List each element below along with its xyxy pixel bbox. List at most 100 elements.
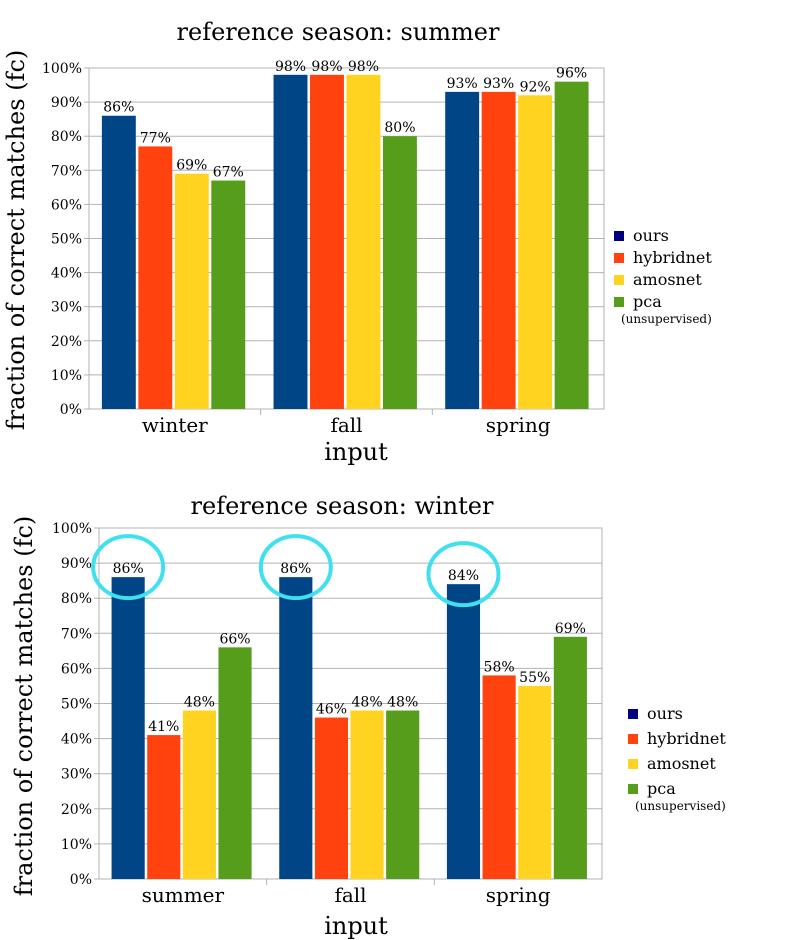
legend-label-pca: pca bbox=[633, 292, 662, 311]
legend: ours hybridnet amosnet pca(unsupervised) bbox=[628, 704, 726, 813]
y-tick-label: 50% bbox=[61, 697, 92, 713]
bar-hybridnet-summer bbox=[147, 735, 181, 879]
bar-ours-spring bbox=[446, 584, 481, 879]
data-label: 58% bbox=[484, 659, 515, 675]
bar-amosnet-spring bbox=[518, 685, 552, 879]
y-tick-label: 10% bbox=[51, 368, 82, 384]
bar-pca-fall bbox=[382, 136, 417, 409]
y-axis-label: fraction of correct matches (fc) bbox=[2, 50, 30, 430]
legend-label-hybridnet: hybridnet bbox=[633, 248, 712, 267]
legend-label-ours: ours bbox=[647, 704, 683, 723]
y-tick-label: 0% bbox=[70, 872, 92, 888]
x-category-label: fall bbox=[334, 883, 366, 907]
y-axis-label: fraction of correct matches (fc) bbox=[10, 516, 38, 896]
bar-pca-summer bbox=[218, 647, 252, 879]
legend-swatch-ours bbox=[628, 709, 638, 719]
bar-hybridnet-spring bbox=[482, 675, 516, 879]
x-category-label: spring bbox=[486, 883, 551, 907]
plot-area: 0% 10% 20% 30% 40% 50% 60% 70% 80% 90% 100% summer 8… bbox=[52, 521, 603, 907]
legend-swatch-hybridnet bbox=[628, 734, 638, 744]
legend-note: (unsupervised) bbox=[621, 312, 712, 326]
legend-swatch-pca bbox=[614, 297, 624, 307]
x-category-label: spring bbox=[486, 413, 551, 437]
data-label: 41% bbox=[148, 719, 179, 735]
chart-title: reference season: winter bbox=[191, 492, 494, 520]
data-label: 98% bbox=[275, 59, 306, 75]
data-label: 86% bbox=[113, 561, 144, 577]
chart-summer: reference season: summer fraction of cor… bbox=[2, 18, 712, 466]
y-tick-label: 90% bbox=[51, 95, 82, 111]
bar-amosnet-fall bbox=[350, 710, 384, 879]
bar-pca-spring bbox=[553, 636, 587, 879]
y-tick-label: 80% bbox=[51, 129, 82, 145]
y-tick-label: 100% bbox=[52, 521, 92, 537]
data-label: 55% bbox=[519, 670, 550, 686]
bar-pca-spring bbox=[554, 81, 589, 409]
data-label: 86% bbox=[280, 561, 311, 577]
y-tick-label: 20% bbox=[51, 334, 82, 350]
data-label: 77% bbox=[140, 130, 171, 146]
data-label: 84% bbox=[448, 568, 479, 584]
chart-title: reference season: summer bbox=[177, 18, 500, 46]
bar-hybridnet-winter bbox=[138, 146, 173, 409]
y-tick-label: 60% bbox=[61, 661, 92, 677]
bar-ours-fall bbox=[279, 577, 313, 879]
y-tick-label: 50% bbox=[51, 232, 82, 248]
y-tick-label: 70% bbox=[61, 626, 92, 642]
legend-label-hybridnet: hybridnet bbox=[647, 729, 726, 748]
data-label: 93% bbox=[483, 76, 514, 92]
data-label: 48% bbox=[352, 695, 383, 711]
legend-label-pca: pca bbox=[647, 779, 676, 798]
legend-label-amosnet: amosnet bbox=[633, 270, 702, 289]
y-tick-label: 0% bbox=[60, 402, 82, 418]
y-tick-label: 80% bbox=[61, 591, 92, 607]
y-tick-label: 40% bbox=[51, 266, 82, 282]
legend-swatch-amosnet bbox=[628, 759, 638, 769]
highlight-circle bbox=[91, 534, 166, 601]
bar-hybridnet-fall bbox=[310, 74, 344, 409]
y-tick-label: 60% bbox=[51, 197, 82, 213]
bar-ours-spring bbox=[445, 91, 480, 410]
legend-label-amosnet: amosnet bbox=[647, 754, 716, 773]
data-label: 48% bbox=[184, 695, 215, 711]
data-label: 69% bbox=[176, 158, 207, 174]
data-label: 98% bbox=[348, 59, 379, 75]
bar-hybridnet-spring bbox=[481, 91, 516, 410]
bar-pca-winter bbox=[211, 180, 246, 409]
bar-ours-fall bbox=[273, 74, 308, 409]
y-tick-label: 30% bbox=[51, 300, 82, 316]
x-category-label: winter bbox=[142, 413, 208, 437]
data-label: 93% bbox=[447, 76, 478, 92]
bar-hybridnet-fall bbox=[314, 717, 349, 879]
bar-amosnet-summer bbox=[182, 710, 216, 879]
data-label: 66% bbox=[219, 631, 250, 647]
bar-amosnet-spring bbox=[518, 95, 553, 409]
data-label: 96% bbox=[556, 66, 587, 82]
highlight-circle bbox=[258, 534, 333, 601]
bar-ours-winter bbox=[101, 115, 136, 410]
data-label: 46% bbox=[316, 702, 347, 718]
y-tick-label: 20% bbox=[61, 802, 92, 818]
y-tick-label: 70% bbox=[51, 163, 82, 179]
data-label: 98% bbox=[311, 59, 342, 75]
x-axis-label: input bbox=[324, 438, 388, 466]
bar-pca-fall bbox=[386, 710, 420, 879]
x-category-label: fall bbox=[330, 413, 362, 437]
legend-note: (unsupervised) bbox=[635, 799, 726, 813]
bar-ours-summer bbox=[111, 577, 145, 879]
chart-winter: reference season: winter fraction of cor… bbox=[10, 492, 726, 940]
y-tick-label: 30% bbox=[61, 767, 92, 783]
legend-swatch-ours bbox=[614, 231, 624, 241]
y-tick-label: 40% bbox=[61, 732, 92, 748]
legend-swatch-pca bbox=[628, 784, 638, 794]
bar-amosnet-winter bbox=[174, 173, 209, 409]
data-label: 69% bbox=[555, 621, 586, 637]
legend-swatch-amosnet bbox=[614, 275, 624, 285]
y-tick-label: 90% bbox=[61, 556, 92, 572]
data-label: 67% bbox=[213, 165, 244, 181]
data-label: 80% bbox=[384, 120, 415, 136]
legend: ours hybridnet amosnet pca(unsupervised) bbox=[614, 226, 712, 326]
plot-area: 0% 10% 20% 30% 40% 50% 60% 70% 80% 90% 100% winter 8… bbox=[42, 59, 605, 437]
legend-swatch-hybridnet bbox=[614, 253, 624, 263]
